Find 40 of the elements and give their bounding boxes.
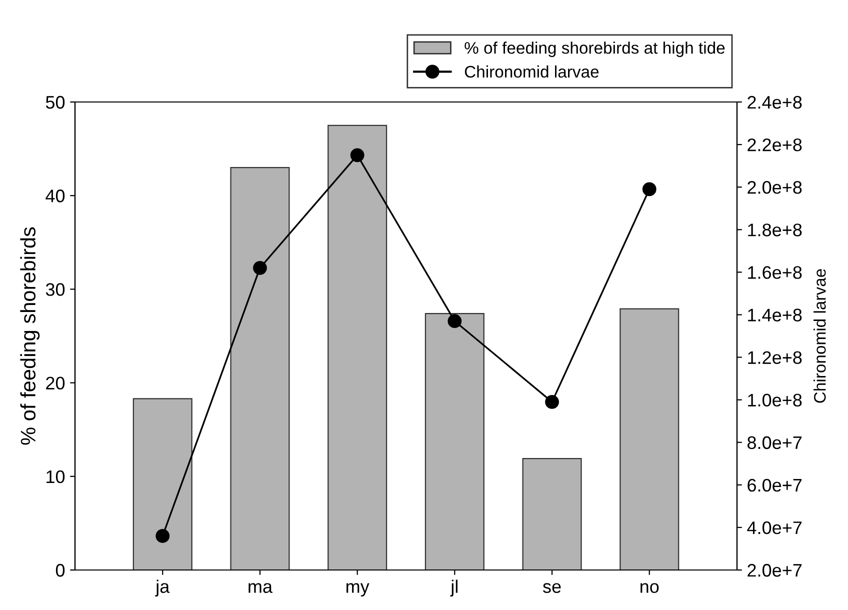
bar (424, 312, 484, 570)
y-tick-label: 0 (56, 564, 65, 577)
y2-tick-label: 1.4e+8 (748, 308, 802, 322)
x-tick-label: ja (155, 580, 170, 597)
y-tick-label: 10 (46, 470, 65, 484)
bar (620, 308, 680, 570)
legend-label: % of feeding shorebirds at high tide (464, 42, 725, 58)
point (545, 395, 559, 409)
y2-tick-label: 8.0e+7 (748, 436, 802, 450)
point (448, 314, 462, 328)
x-tick-label: my (346, 583, 370, 597)
y-tick-label: 30 (46, 283, 65, 296)
legend-label: Chironomid larvae (464, 65, 599, 78)
y2-tick-label: 2.2e+8 (748, 138, 802, 152)
point (156, 529, 170, 543)
y-tick-label: 40 (46, 190, 65, 202)
y2-tick-label: 1.0e+8 (748, 394, 802, 407)
y2-tick-label: 1.6e+8 (748, 266, 802, 279)
y-tick-label: 50 (46, 96, 65, 109)
y2-tick-label: 1.8e+8 (748, 224, 802, 236)
point (253, 260, 267, 275)
y2-tick-label: 2.4e+8 (748, 96, 802, 109)
x-tick-label: ma (248, 583, 273, 593)
y-tick-label: 20 (46, 376, 65, 390)
point (350, 148, 364, 162)
point (642, 182, 656, 196)
y2-tick-label: 2.0e+7 (748, 564, 802, 577)
y2-axis-title: Chironomid larvae (814, 269, 826, 403)
bar (328, 124, 388, 570)
bar (132, 398, 192, 570)
bar (230, 166, 290, 570)
y2-tick-label: 2.0e+8 (748, 181, 802, 194)
x-tick-label: se (542, 583, 561, 593)
y2-tick-label: 4.0e+7 (747, 521, 802, 534)
bar (522, 458, 582, 570)
x-tick-label: jl (450, 580, 458, 597)
y2-tick-label: 6.0e+7 (748, 478, 802, 492)
y2-tick-label: 1.2e+8 (748, 351, 802, 364)
y-axis-title: % of feeding shorebirds (20, 227, 40, 445)
x-tick-label: no (640, 583, 659, 593)
